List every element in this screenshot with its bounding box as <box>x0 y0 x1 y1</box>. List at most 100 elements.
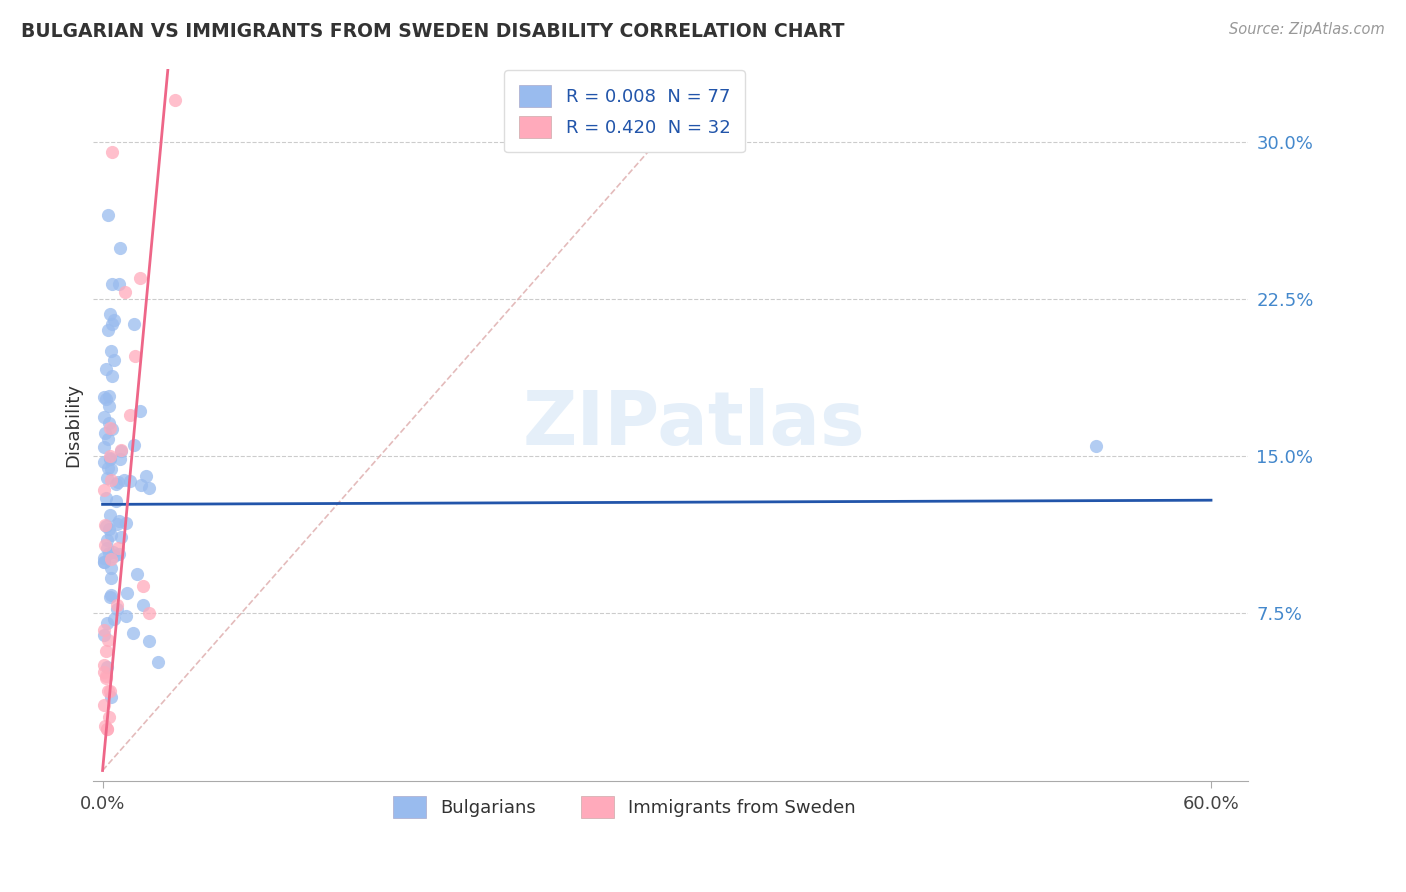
Point <box>100 473 122 487</box>
Point <box>120 408 142 422</box>
Point <box>97 388 120 402</box>
Point <box>98 590 121 604</box>
Point <box>131 478 153 492</box>
Point <box>122 438 145 452</box>
Point <box>128 271 150 285</box>
Point <box>138 607 160 621</box>
Point <box>98 449 121 463</box>
Point <box>97 461 120 475</box>
Point <box>107 541 129 555</box>
Point <box>105 598 128 612</box>
Point <box>94 519 117 533</box>
Point <box>97 546 120 560</box>
Point <box>110 442 132 457</box>
Point <box>132 579 155 593</box>
Point <box>93 628 115 642</box>
Point <box>110 530 132 544</box>
Point <box>93 658 115 673</box>
Point <box>122 317 145 331</box>
Point <box>135 469 157 483</box>
Point <box>93 698 115 712</box>
Point <box>98 684 121 698</box>
Point <box>101 145 124 160</box>
Point <box>120 475 142 489</box>
Point <box>96 541 118 556</box>
Point <box>115 516 138 530</box>
Point <box>93 539 115 553</box>
Point <box>107 514 129 528</box>
Point <box>100 588 122 602</box>
Point <box>103 313 125 327</box>
Point <box>96 722 118 736</box>
Point <box>103 612 125 626</box>
Point <box>100 690 122 705</box>
Point <box>104 476 127 491</box>
Point <box>101 422 124 436</box>
Point <box>108 548 131 562</box>
Point <box>96 615 118 630</box>
Point <box>112 474 135 488</box>
Point <box>94 392 117 407</box>
Point <box>101 545 124 559</box>
Point <box>96 471 118 485</box>
Point <box>100 421 122 435</box>
Point <box>94 669 117 683</box>
Point <box>94 425 117 440</box>
Point <box>103 353 125 368</box>
Point <box>107 475 129 489</box>
Point <box>93 550 115 565</box>
Point <box>105 494 128 508</box>
Point <box>93 410 115 425</box>
Point <box>127 566 149 581</box>
Point <box>98 416 121 430</box>
Text: BULGARIAN VS IMMIGRANTS FROM SWEDEN DISABILITY CORRELATION CHART: BULGARIAN VS IMMIGRANTS FROM SWEDEN DISA… <box>21 22 845 41</box>
Point <box>1085 439 1108 453</box>
Legend: Bulgarians, Immigrants from Sweden: Bulgarians, Immigrants from Sweden <box>387 789 863 825</box>
Point <box>93 555 115 569</box>
Point <box>132 598 155 612</box>
Point <box>97 632 120 647</box>
Point <box>138 481 160 495</box>
Point <box>96 533 118 547</box>
Point <box>103 549 125 563</box>
Point <box>100 461 122 475</box>
Text: Source: ZipAtlas.com: Source: ZipAtlas.com <box>1229 22 1385 37</box>
Point <box>96 643 118 657</box>
Text: ZIPatlas: ZIPatlas <box>523 388 865 461</box>
Point <box>98 508 121 523</box>
Point <box>100 571 122 585</box>
Y-axis label: Disability: Disability <box>65 383 82 467</box>
Point <box>93 665 115 679</box>
Point <box>93 440 115 454</box>
Point <box>110 444 132 458</box>
Point <box>98 451 121 466</box>
Point <box>98 452 121 467</box>
Point <box>93 454 115 468</box>
Point <box>98 522 121 536</box>
Point <box>97 208 120 222</box>
Point <box>94 718 117 732</box>
Point <box>108 242 131 256</box>
Point <box>115 608 138 623</box>
Point <box>94 491 117 506</box>
Point <box>94 517 117 532</box>
Point <box>105 601 128 615</box>
Point <box>94 671 117 685</box>
Point <box>129 403 152 417</box>
Point <box>97 432 120 446</box>
Point <box>97 323 120 337</box>
Point <box>115 585 138 599</box>
Point <box>97 684 120 698</box>
Point <box>93 483 115 497</box>
Point <box>163 93 186 107</box>
Point <box>93 555 115 569</box>
Point <box>101 318 124 332</box>
Point <box>122 626 145 640</box>
Point <box>101 277 124 292</box>
Point <box>138 633 160 648</box>
Point <box>97 399 120 413</box>
Point <box>96 660 118 674</box>
Point <box>107 517 129 532</box>
Point <box>100 343 122 358</box>
Point <box>108 452 131 467</box>
